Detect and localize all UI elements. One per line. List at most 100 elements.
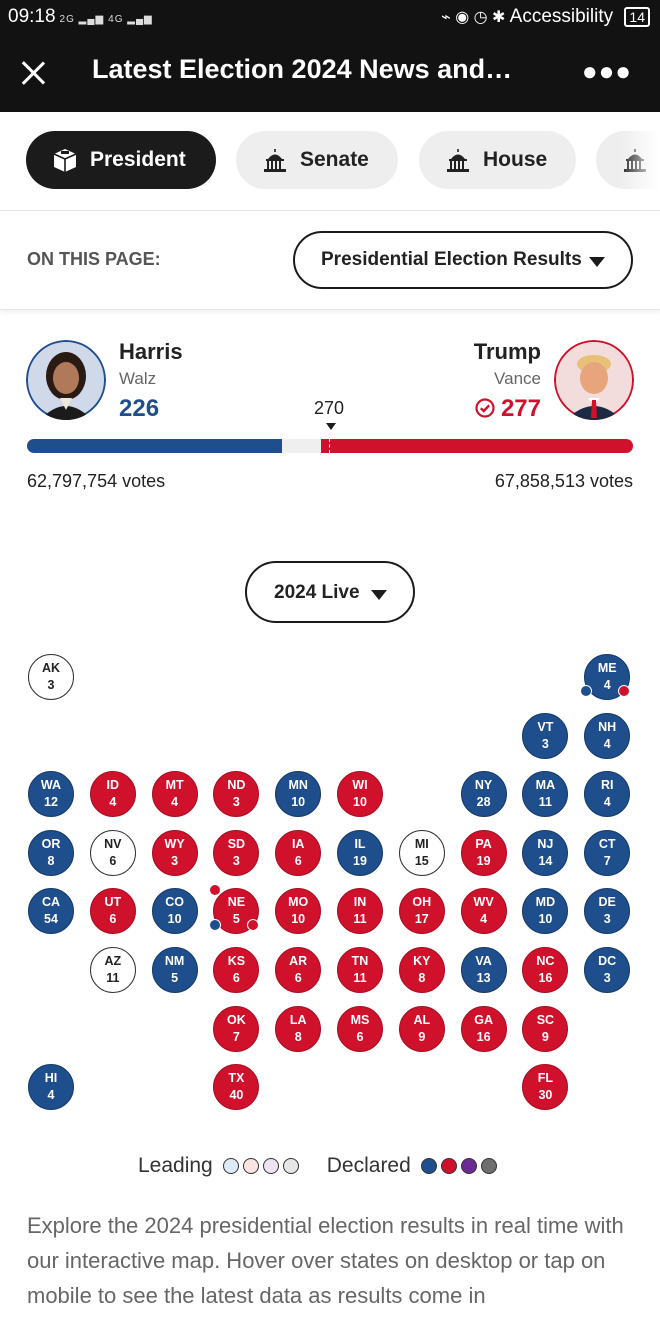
state-ok[interactable]: OK 7	[213, 1005, 260, 1052]
state-ut[interactable]: UT 6	[89, 888, 136, 935]
state-mt[interactable]: MT 4	[151, 771, 198, 818]
capitol-icon	[262, 147, 288, 173]
state-ev: 9	[418, 1029, 426, 1044]
on-this-page-label: ON THIS PAGE:	[27, 249, 161, 269]
state-ar[interactable]: AR 6	[275, 947, 322, 993]
section-dropdown[interactable]: Presidential Election Results	[293, 231, 633, 289]
state-abbr: DE	[598, 895, 616, 910]
state-wv[interactable]: WV 4	[460, 888, 507, 935]
state-abbr: AR	[289, 954, 308, 968]
rep-ev-value: 277	[500, 395, 541, 422]
state-sd[interactable]: SD 3	[213, 829, 260, 876]
state-abbr: IL	[354, 836, 366, 851]
legend-declared-dem-swatch	[420, 1158, 437, 1174]
state-ia[interactable]: IA 6	[275, 829, 322, 876]
state-va[interactable]: VA 13	[460, 947, 507, 993]
state-mi[interactable]: MI 15	[398, 829, 445, 876]
state-vt[interactable]: VT 3	[522, 712, 569, 759]
tab-label: President	[90, 148, 186, 171]
tab-house[interactable]: House	[419, 131, 576, 189]
state-abbr: TN	[351, 954, 369, 968]
state-mn[interactable]: MN 10	[275, 771, 322, 818]
state-abbr: VT	[537, 719, 554, 734]
state-ms[interactable]: MS 6	[337, 1005, 383, 1052]
state-co[interactable]: CO 10	[151, 888, 198, 935]
state-tn[interactable]: TN 11	[337, 947, 383, 993]
dem-candidate-name: Harris	[119, 339, 183, 364]
state-ny[interactable]: NY 28	[460, 771, 507, 818]
state-nj[interactable]: NJ 14	[522, 829, 569, 876]
state-ev: 19	[476, 853, 491, 868]
state-ak[interactable]: AK 3	[28, 654, 74, 700]
state-sc[interactable]: SC 9	[522, 1005, 569, 1052]
state-ct[interactable]: CT 7	[584, 829, 631, 876]
close-icon[interactable]	[18, 58, 48, 88]
state-la[interactable]: LA 8	[275, 1005, 322, 1052]
state-fl[interactable]: FL 30	[522, 1064, 569, 1111]
state-ev: 16	[538, 971, 553, 985]
legend-leading-label: Leading	[138, 1154, 213, 1177]
state-ev: 6	[109, 853, 117, 868]
state-wi[interactable]: WI 10	[337, 771, 383, 818]
state-ri[interactable]: RI 4	[584, 771, 631, 818]
ballot-box-icon	[52, 147, 78, 173]
legend-leading-rep-swatch	[242, 1158, 259, 1174]
state-abbr: FL	[537, 1071, 554, 1086]
chevron-down-icon	[371, 590, 387, 600]
page-title: Latest Election 2024 News and…	[92, 54, 513, 84]
state-mo[interactable]: MO 10	[275, 888, 322, 935]
state-az[interactable]: AZ 11	[89, 947, 136, 993]
state-ca[interactable]: CA 54	[28, 888, 74, 935]
state-oh[interactable]: OH 17	[398, 888, 445, 935]
state-ev: 9	[541, 1029, 549, 1044]
state-abbr: NM	[164, 954, 185, 968]
state-de[interactable]: DE 3	[584, 888, 631, 935]
state-nv[interactable]: NV 6	[89, 829, 136, 876]
more-icon[interactable]: ●●●	[581, 56, 632, 86]
state-dc[interactable]: DC 3	[584, 947, 631, 993]
state-abbr: ID	[106, 778, 120, 793]
state-ev: 6	[294, 853, 302, 868]
state-id[interactable]: ID 4	[89, 771, 136, 818]
state-nh[interactable]: NH 4	[584, 712, 631, 759]
state-ev: 12	[44, 795, 58, 810]
state-ev: 10	[538, 912, 553, 927]
legend-declared-label: Declared	[326, 1154, 411, 1177]
state-ev: 3	[232, 795, 240, 810]
tab-president[interactable]: President	[26, 131, 216, 189]
state-pa[interactable]: PA 19	[460, 829, 507, 876]
state-ma[interactable]: MA 11	[522, 771, 569, 818]
state-ky[interactable]: KY 8	[398, 947, 445, 993]
state-ev: 3	[47, 678, 55, 692]
state-or[interactable]: OR 8	[28, 829, 74, 876]
state-il[interactable]: IL 19	[337, 829, 383, 876]
state-nc[interactable]: NC 16	[522, 947, 569, 993]
status-icons: ⌁ ◉ ◷ ✱	[441, 9, 506, 26]
state-ks[interactable]: KS 6	[213, 947, 260, 993]
threshold-marker-icon	[326, 423, 336, 430]
rep-candidate-name: Trump	[473, 339, 541, 364]
state-abbr: SC	[536, 1012, 555, 1027]
state-ev: 6	[232, 971, 240, 985]
state-hi[interactable]: HI 4	[28, 1064, 74, 1111]
state-ev: 7	[232, 1029, 240, 1044]
state-wy[interactable]: WY 3	[151, 829, 198, 876]
year-dropdown[interactable]: 2024 Live	[245, 561, 415, 623]
state-abbr: LA	[289, 1012, 307, 1027]
state-md[interactable]: MD 10	[522, 888, 569, 935]
district-marker-rep	[618, 685, 631, 697]
section-dropdown-value: Presidential Election Results	[321, 249, 582, 270]
state-ev: 4	[109, 795, 117, 810]
state-wa[interactable]: WA 12	[28, 771, 74, 818]
state-ev: 5	[232, 912, 240, 927]
state-nd[interactable]: ND 3	[213, 771, 260, 818]
state-ga[interactable]: GA 16	[460, 1005, 507, 1052]
state-tx[interactable]: TX 40	[213, 1064, 260, 1111]
state-al[interactable]: AL 9	[398, 1005, 445, 1052]
state-ev: 4	[603, 736, 611, 751]
tab-senate[interactable]: Senate	[236, 131, 398, 189]
state-nm[interactable]: NM 5	[151, 947, 198, 993]
state-in[interactable]: IN 11	[337, 888, 383, 935]
state-ev: 4	[603, 678, 611, 692]
battery-icon: 14	[624, 7, 650, 27]
